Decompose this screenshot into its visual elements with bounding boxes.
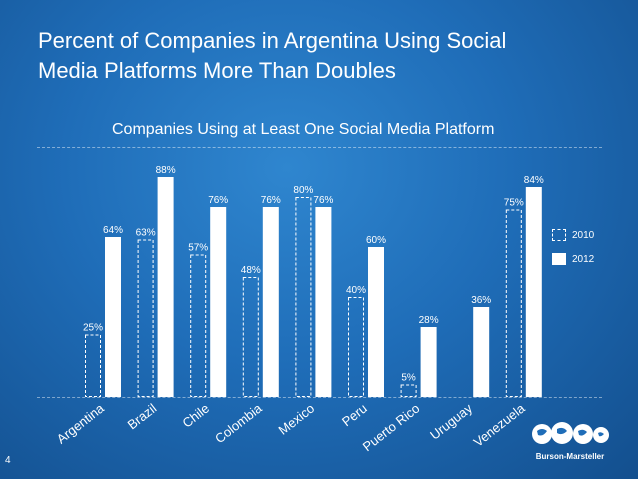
logo-text: Burson-Marsteller	[535, 452, 605, 461]
data-label-2012-venezuela: 84%	[524, 175, 544, 186]
page-number: 4	[5, 455, 11, 466]
top-divider	[37, 147, 602, 148]
bar-2012-peru	[368, 247, 384, 397]
bar-2012-colombia	[262, 207, 279, 397]
x-tick-label-puerto-rico: Puerto Rico	[360, 401, 423, 455]
bar-2010-venezuela	[505, 209, 522, 397]
data-label-2010-puerto-rico: 5%	[401, 373, 416, 384]
bar-2010-puerto-rico	[400, 384, 417, 397]
data-label-2012-peru: 60%	[366, 235, 386, 246]
bar-2012-argentina	[105, 237, 121, 397]
bar-2012-puerto-rico	[420, 327, 437, 397]
legend-swatch-2012	[552, 253, 566, 265]
slide-title-line1: Percent of Companies in Argentina Using …	[38, 28, 507, 53]
legend-label-2010: 2010	[572, 229, 595, 241]
data-label-2012-argentina: 64%	[103, 225, 123, 236]
bar-2012-mexico	[315, 207, 332, 397]
data-label-2012-brazil: 88%	[156, 165, 176, 176]
slide-title: Percent of Companies in Argentina Using …	[38, 26, 598, 86]
data-label-2012-chile: 76%	[208, 195, 228, 206]
globe-logo-icon	[532, 422, 609, 444]
data-label-2012-puerto-rico: 28%	[419, 315, 439, 326]
bar-2012-brazil	[157, 177, 174, 397]
bar-2012-chile	[210, 207, 227, 397]
bar-2012-uruguay	[473, 307, 490, 397]
data-label-2010-peru: 40%	[346, 285, 366, 296]
data-label-2010-brazil: 63%	[136, 228, 156, 239]
legend-label-2012: 2012	[572, 253, 595, 265]
legend-item-2012: 2012	[552, 252, 594, 266]
slide-title-line2: Media Platforms More Than Doubles	[38, 58, 396, 83]
legend: 2010 2012	[552, 228, 594, 276]
data-label-2010-chile: 57%	[188, 243, 208, 254]
bar-2010-argentina	[85, 334, 101, 397]
data-label-2010-mexico: 80%	[293, 185, 313, 196]
x-tick-label-mexico: Mexico	[276, 401, 318, 438]
legend-item-2010: 2010	[552, 228, 594, 242]
x-tick-label-argentina: Argentina	[54, 400, 108, 447]
bar-2012-venezuela	[525, 187, 542, 397]
x-tick-label-chile: Chile	[179, 401, 212, 431]
x-tick-label-venezuela: Venezuela	[471, 400, 529, 450]
data-label-2010-colombia: 48%	[241, 265, 261, 276]
bar-2010-brazil	[137, 239, 154, 397]
baseline-divider	[37, 397, 602, 398]
data-label-2012-uruguay: 36%	[471, 295, 491, 306]
bar-2010-mexico	[295, 197, 312, 397]
x-tick-label-uruguay: Uruguay	[427, 400, 475, 442]
data-label-2012-mexico: 76%	[313, 195, 333, 206]
legend-swatch-2010	[552, 229, 566, 241]
bar-2010-chile	[190, 254, 207, 397]
data-label-2010-argentina: 25%	[83, 323, 103, 334]
bar-2010-colombia	[242, 277, 259, 397]
data-label-2012-colombia: 76%	[261, 195, 281, 206]
x-tick-label-colombia: Colombia	[212, 400, 265, 446]
chart-subtitle: Companies Using at Least One Social Medi…	[112, 121, 495, 138]
data-label-2010-venezuela: 75%	[504, 198, 524, 209]
burson-marsteller-logo: Burson-Marsteller	[528, 418, 612, 468]
x-tick-label-peru: Peru	[339, 401, 370, 430]
x-tick-label-brazil: Brazil	[125, 400, 160, 432]
bar-2010-peru	[348, 297, 364, 397]
